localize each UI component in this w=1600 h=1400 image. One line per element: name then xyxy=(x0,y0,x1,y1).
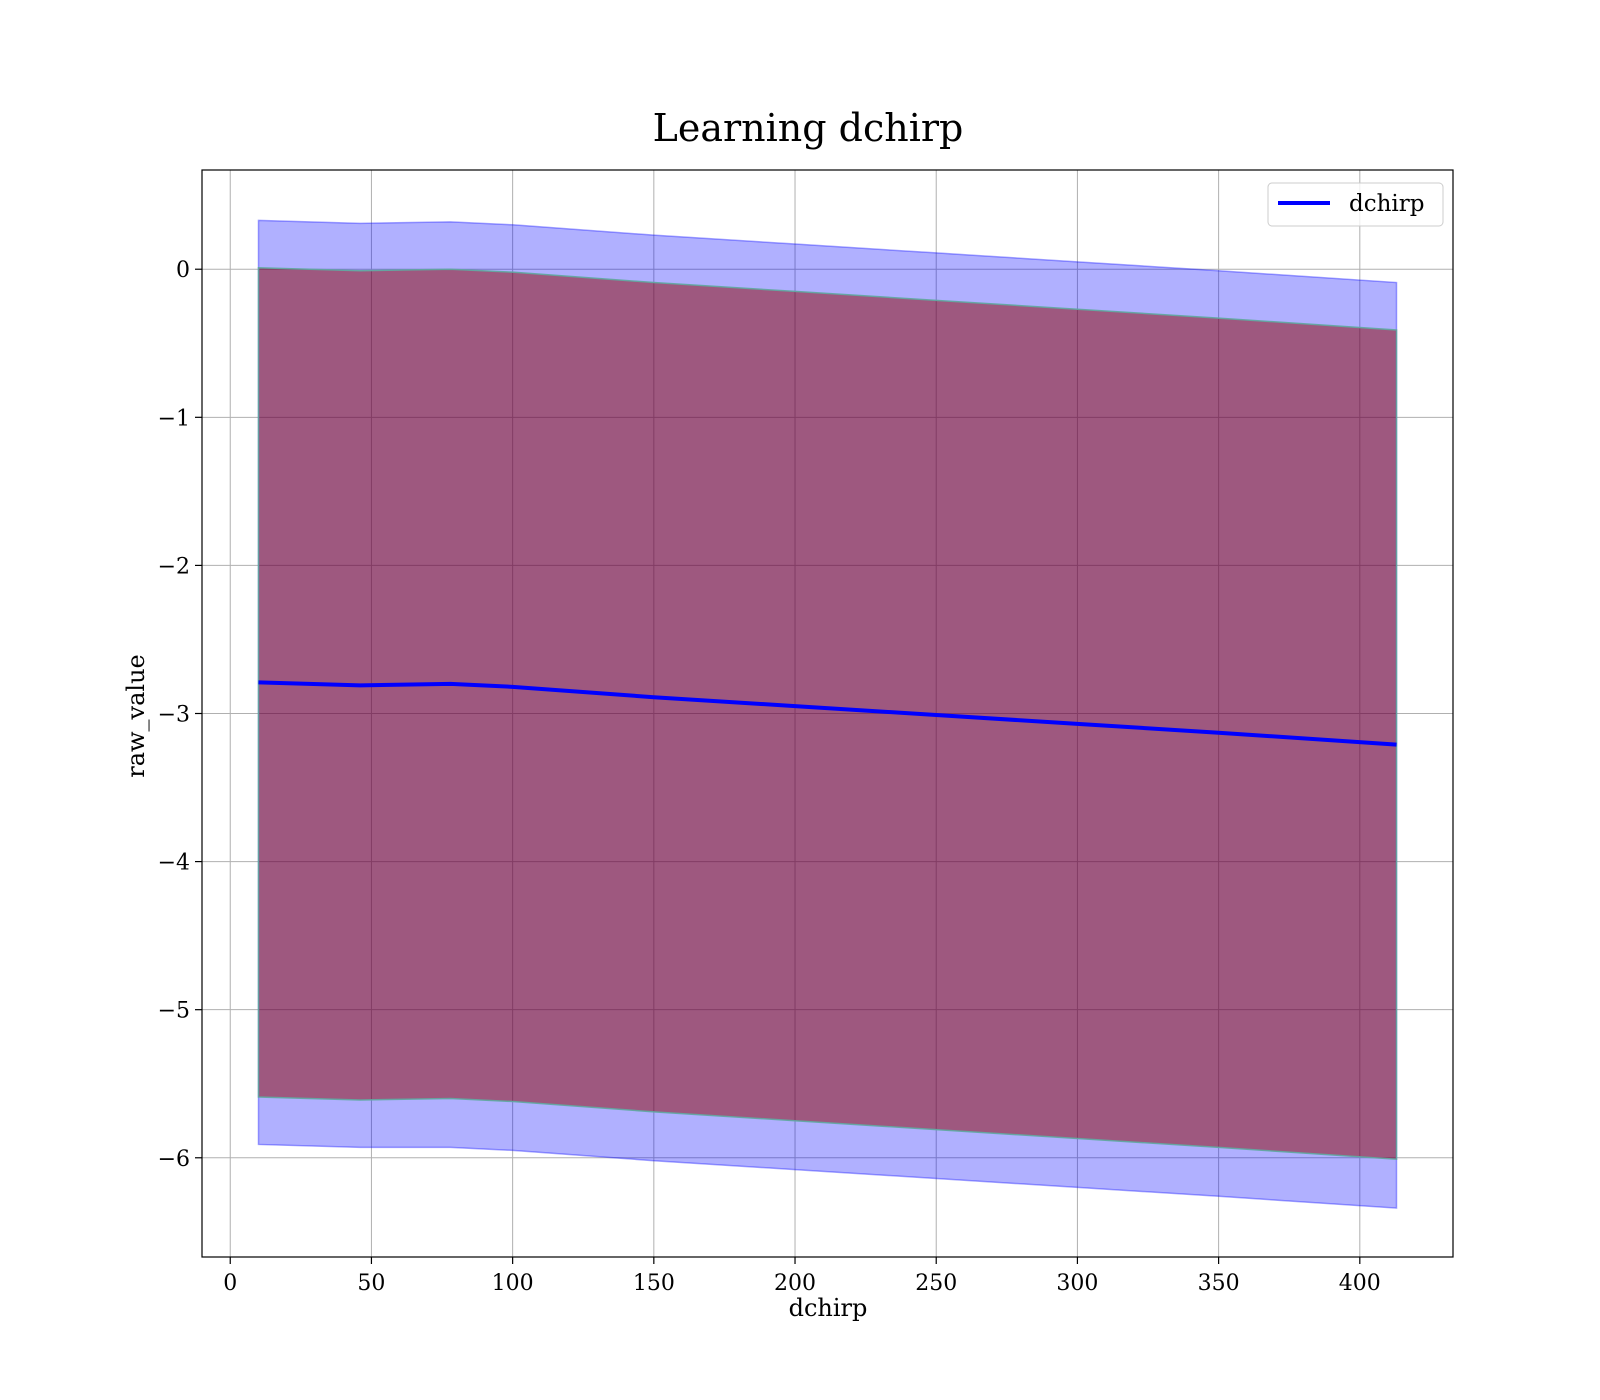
y-tick-label: −4 xyxy=(158,851,190,876)
legend: dchirp xyxy=(1267,182,1444,227)
legend-box xyxy=(1267,182,1444,227)
x-tick-label: 250 xyxy=(915,1271,957,1296)
y-tick-label: −6 xyxy=(158,1147,190,1172)
x-tick-label: 50 xyxy=(357,1271,385,1296)
x-tick-label: 350 xyxy=(1198,1271,1240,1296)
x-axis-label: dchirp xyxy=(789,1294,868,1322)
series-line-dchirp xyxy=(258,680,1397,747)
y-tick-label: −1 xyxy=(158,406,190,431)
y-tick-label: −2 xyxy=(158,554,190,579)
chart-title: Learning dchirp xyxy=(653,106,964,150)
confidence-band-1 xyxy=(257,266,1398,1161)
y-tick-label: −5 xyxy=(158,999,190,1024)
x-tick-label: 150 xyxy=(633,1271,675,1296)
y-tick-label: 0 xyxy=(176,258,190,283)
y-axis-label: raw_value xyxy=(122,654,150,778)
y-tick-label: −3 xyxy=(158,703,190,728)
x-tick-label: 400 xyxy=(1339,1271,1381,1296)
plot-area: 0 50 100 150 200 250 300 350 400 0 −1 −2 −3 −4 −5 −6 xyxy=(158,169,1454,1296)
x-tick-label: 200 xyxy=(774,1271,816,1296)
x-tick-label: 300 xyxy=(1056,1271,1098,1296)
legend-label-dchirp: dchirp xyxy=(1349,191,1425,217)
x-tick-label: 100 xyxy=(492,1271,534,1296)
x-tick-label: 0 xyxy=(223,1271,237,1296)
